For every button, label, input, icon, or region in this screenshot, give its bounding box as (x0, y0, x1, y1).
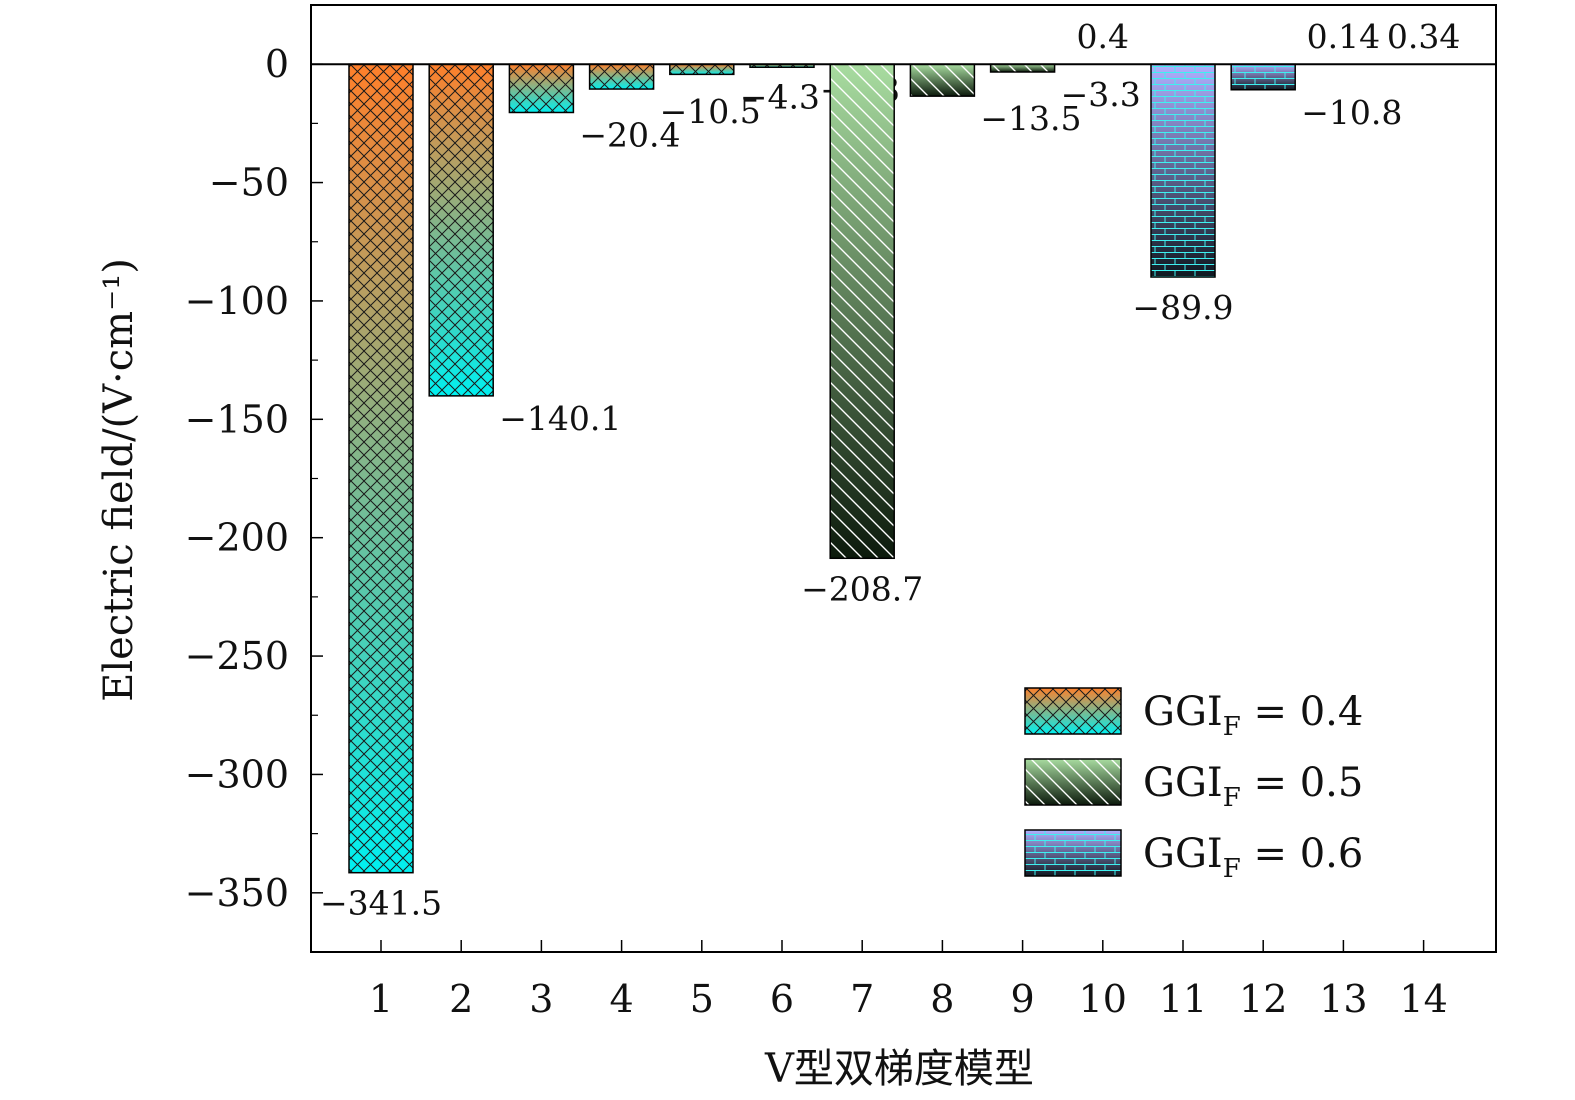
x-tick-label: 2 (449, 977, 473, 1021)
bar-value-label: −89.9 (1132, 288, 1233, 327)
x-tick-label: 12 (1239, 977, 1287, 1021)
legend: GGIF = 0.4 GGIF = 0.5 GGIF = 0.6 (1024, 687, 1363, 884)
x-tick-label: 3 (529, 977, 553, 1021)
bar-value-label: −3.3 (1061, 75, 1141, 114)
bar-value-label: −4.3 (740, 77, 820, 116)
y-tick-label: −50 (209, 161, 289, 205)
bar-value-label: −10.8 (1301, 93, 1402, 132)
x-tick-label: 1 (369, 977, 393, 1021)
y-tick-label: −200 (185, 516, 289, 560)
bar-value-label: 0.14 (1307, 17, 1380, 56)
bar-value-label: −140.1 (499, 399, 621, 438)
legend-label: GGIF = 0.6 (1143, 831, 1363, 884)
y-tick-label: −350 (185, 871, 289, 915)
x-tick-label: 13 (1319, 977, 1367, 1021)
bar-outline (508, 63, 575, 114)
y-tick-label: 0 (265, 42, 289, 86)
bar-outline (829, 63, 895, 560)
legend-label: GGIF = 0.5 (1143, 760, 1363, 813)
x-tick-label: 6 (770, 977, 794, 1021)
y-tick-label: −100 (185, 279, 289, 323)
y-axis: 0 −50 −100 −150 −200 −250 −300 −350 (185, 42, 323, 915)
bar-value-label: 0.34 (1387, 17, 1460, 56)
x-axis-label: V型双梯度模型 (764, 1046, 1034, 1092)
bar-value-label: −20.4 (579, 115, 680, 154)
bar-value-label: −13.5 (980, 99, 1081, 138)
y-tick-label: −300 (185, 752, 289, 796)
x-axis: 1 2 3 4 5 6 7 8 9 10 11 12 13 14 (369, 940, 1448, 1021)
x-tick-label: 8 (930, 977, 954, 1021)
x-tick-label: 5 (690, 977, 714, 1021)
bars: −341.5−140.1−20.4−10.5−4.3−1.3−208.7−13.… (320, 17, 1460, 923)
bar-outline (588, 63, 655, 90)
y-axis-label: Electric field/(V·cm⁻¹) (96, 258, 142, 702)
bar-value-label: −208.7 (801, 569, 923, 608)
x-tick-label: 10 (1079, 977, 1127, 1021)
bar-outline (1150, 63, 1216, 278)
x-tick-label: 7 (850, 977, 874, 1021)
x-tick-label: 9 (1011, 977, 1035, 1021)
legend-swatch-outline (1024, 687, 1122, 735)
bar-value-label: −10.5 (660, 92, 761, 131)
bar-outline (348, 63, 414, 874)
x-tick-label: 14 (1399, 977, 1447, 1021)
legend-swatch-outline (1024, 829, 1122, 877)
bar-outline (669, 63, 735, 76)
bar-value-label: −341.5 (320, 884, 442, 923)
bar-outline (909, 63, 976, 97)
bar-value-label: 0.4 (1077, 17, 1129, 56)
x-tick-label: 11 (1159, 977, 1207, 1021)
x-tick-label: 4 (610, 977, 634, 1021)
legend-label: GGIF = 0.4 (1143, 689, 1363, 742)
bar-outline (1230, 63, 1296, 91)
bar-outline (989, 63, 1056, 73)
bar-outline (428, 63, 494, 397)
y-tick-label: −150 (185, 397, 289, 441)
y-tick-label: −250 (185, 634, 289, 678)
legend-swatch-outline (1024, 758, 1122, 806)
